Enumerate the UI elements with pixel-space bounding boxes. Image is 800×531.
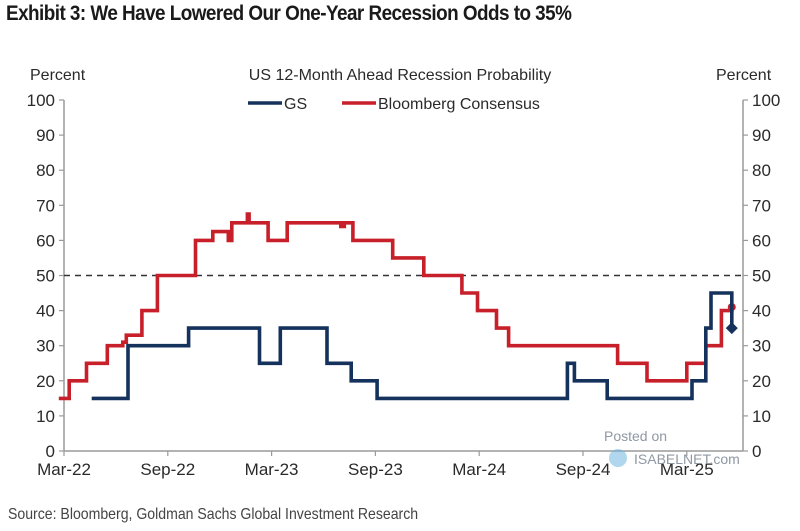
axes <box>59 99 748 456</box>
source-note: Source: Bloomberg, Goldman Sachs Global … <box>8 506 419 523</box>
legend-label-bloomberg: Bloomberg Consensus <box>378 96 540 113</box>
watermark-logo-icon <box>609 449 627 467</box>
y-axis-label-left: Percent <box>30 67 86 84</box>
y-tick-label-right: 100 <box>752 91 780 110</box>
legend-label-gs: GS <box>284 96 307 113</box>
series-group <box>58 212 738 401</box>
series-line-bloomberg <box>58 212 734 401</box>
y-tick-label-right: 10 <box>752 407 771 426</box>
y-tick-label-left: 40 <box>36 302 55 321</box>
y-tick-label-right: 50 <box>752 267 771 286</box>
y-tick-label-left: 80 <box>36 161 55 180</box>
y-tick-label-left: 20 <box>36 372 55 391</box>
chart-texts: 0 0 10 10 20 20 30 30 40 40 50 50 60 60 70 70 80 80 90 90 10… <box>27 67 781 479</box>
y-tick-label-right: 80 <box>752 161 771 180</box>
x-tick-label: Mar-23 <box>245 460 299 479</box>
x-tick-label: Sep-23 <box>348 460 403 479</box>
y-tick-label-right: 0 <box>752 442 761 461</box>
y-tick-label-left: 50 <box>36 267 55 286</box>
watermark-site: ISABELNET.com <box>634 451 740 467</box>
series-line-gs <box>91 291 734 401</box>
chart-title: Exhibit 3: We Have Lowered Our One-Year … <box>6 2 572 25</box>
x-tick-label: Sep-24 <box>556 460 611 479</box>
y-tick-label-right: 40 <box>752 302 771 321</box>
y-tick-label-left: 100 <box>27 91 55 110</box>
x-tick-label: Sep-22 <box>140 460 195 479</box>
gs-end-marker <box>725 322 738 335</box>
x-tick-label: Mar-22 <box>37 460 91 479</box>
x-tick-label: Mar-24 <box>452 460 506 479</box>
y-tick-label-right: 60 <box>752 231 771 250</box>
chart-subtitle: US 12-Month Ahead Recession Probability <box>249 67 551 84</box>
y-tick-label-left: 0 <box>46 442 55 461</box>
y-tick-label-left: 90 <box>36 126 55 145</box>
y-tick-label-left: 30 <box>36 337 55 356</box>
y-tick-label-right: 90 <box>752 126 771 145</box>
y-tick-label-left: 60 <box>36 231 55 250</box>
y-tick-label-right: 20 <box>752 372 771 391</box>
y-tick-label-right: 30 <box>752 337 771 356</box>
y-tick-label-right: 70 <box>752 196 771 215</box>
y-tick-label-left: 10 <box>36 407 55 426</box>
watermark-posted-on: Posted on <box>604 428 667 444</box>
y-axis-label-right: Percent <box>716 67 772 84</box>
y-tick-label-left: 70 <box>36 196 55 215</box>
x-tick-label: Mar-25 <box>660 460 714 479</box>
